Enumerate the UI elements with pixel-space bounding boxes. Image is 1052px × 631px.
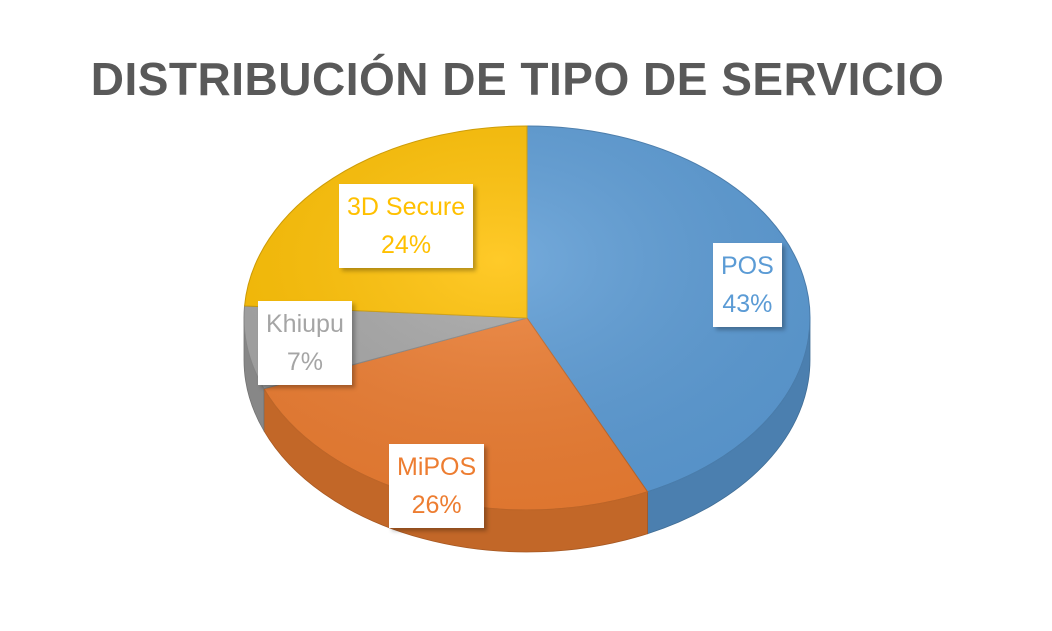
- data-label-category: POS: [721, 252, 774, 280]
- data-label-percent: 43%: [722, 290, 773, 318]
- data-label-mipos: MiPOS 26%: [389, 444, 485, 528]
- data-label-percent: 7%: [286, 348, 323, 376]
- data-label-khiupu: Khiupu 7%: [258, 301, 352, 385]
- data-label-category: 3D Secure: [347, 193, 466, 221]
- data-label-category: Khiupu: [266, 310, 344, 338]
- data-label-percent: 26%: [411, 491, 462, 519]
- data-label-3d-secure: 3D Secure 24%: [339, 184, 474, 268]
- data-label-category: MiPOS: [397, 453, 477, 481]
- data-label-pos: POS 43%: [713, 243, 782, 327]
- chart-title: DISTRIBUCIÓN DE TIPO DE SERVICIO: [90, 53, 945, 105]
- data-label-percent: 24%: [381, 231, 432, 259]
